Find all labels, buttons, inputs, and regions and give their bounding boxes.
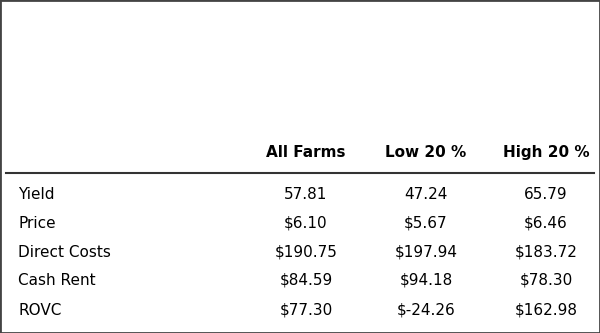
Text: 65.79: 65.79 — [524, 187, 568, 202]
Text: 10 Year Average of Spring Wheat: 10 Year Average of Spring Wheat — [27, 33, 429, 53]
Text: $78.30: $78.30 — [520, 273, 572, 288]
Text: Direct Costs: Direct Costs — [18, 245, 111, 260]
Text: ROVC: ROVC — [18, 303, 61, 318]
Text: $94.18: $94.18 — [400, 273, 452, 288]
Text: $5.67: $5.67 — [404, 216, 448, 231]
Text: Yield: Yield — [18, 187, 55, 202]
Text: Enterprise on Cash Rented Land: Enterprise on Cash Rented Land — [27, 80, 416, 100]
Text: Cash Rent: Cash Rent — [18, 273, 95, 288]
Text: $183.72: $183.72 — [515, 245, 577, 260]
Text: High 20 %: High 20 % — [503, 145, 589, 160]
Text: 57.81: 57.81 — [284, 187, 328, 202]
Text: 47.24: 47.24 — [404, 187, 448, 202]
Text: $-24.26: $-24.26 — [397, 303, 455, 318]
Text: $6.46: $6.46 — [524, 216, 568, 231]
Text: All Farms: All Farms — [266, 145, 346, 160]
Text: $197.94: $197.94 — [395, 245, 458, 260]
Text: $84.59: $84.59 — [280, 273, 332, 288]
Text: $6.10: $6.10 — [284, 216, 328, 231]
Text: $162.98: $162.98 — [515, 303, 577, 318]
Text: Low 20 %: Low 20 % — [385, 145, 467, 160]
Text: Price: Price — [18, 216, 56, 231]
Text: $77.30: $77.30 — [280, 303, 332, 318]
Text: $190.75: $190.75 — [275, 245, 337, 260]
